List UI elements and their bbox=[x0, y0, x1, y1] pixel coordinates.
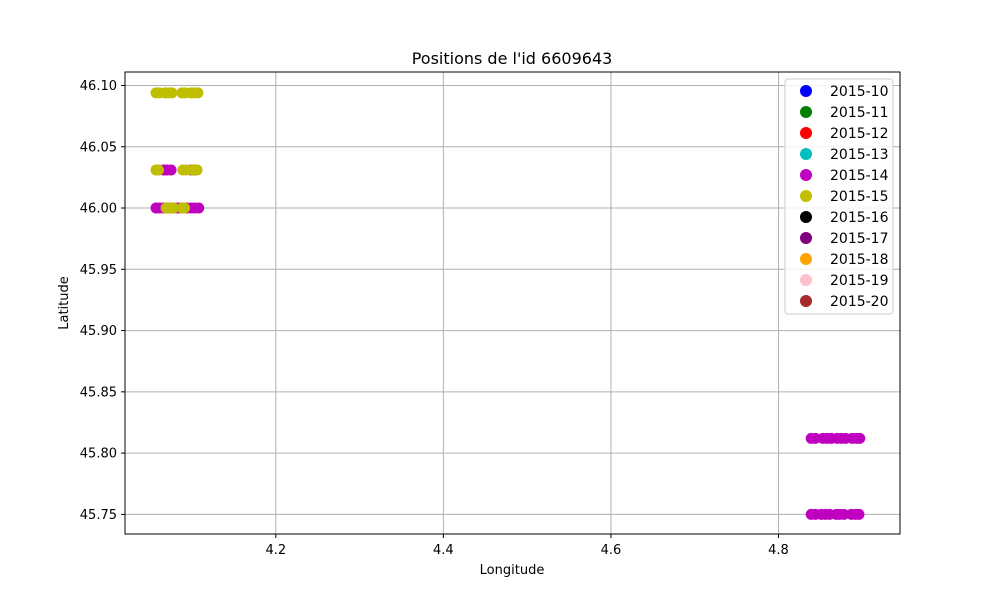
chart-title: Positions de l'id 6609643 bbox=[412, 49, 613, 68]
data-point-2015-15 bbox=[166, 87, 178, 99]
legend-label: 2015-18 bbox=[830, 252, 889, 268]
legend-marker bbox=[800, 85, 812, 97]
y-tick-label: 46.05 bbox=[80, 140, 117, 155]
legend-entry-2015-18: 2015-18 bbox=[800, 252, 889, 268]
x-tick-label: 4.8 bbox=[768, 543, 789, 558]
data-point-2015-15 bbox=[192, 87, 204, 99]
legend-entry-2015-19: 2015-19 bbox=[800, 273, 889, 289]
x-tick-label: 4.4 bbox=[433, 543, 454, 558]
legend-label: 2015-10 bbox=[830, 84, 889, 100]
data-point-2015-15 bbox=[178, 202, 190, 214]
y-tick-label: 46.00 bbox=[80, 202, 117, 217]
x-axis-label: Longitude bbox=[480, 563, 545, 578]
data-points bbox=[150, 87, 866, 520]
x-tick-label: 4.2 bbox=[265, 543, 286, 558]
legend-entry-2015-17: 2015-17 bbox=[800, 231, 889, 247]
legend-label: 2015-17 bbox=[830, 231, 889, 247]
legend-label: 2015-15 bbox=[830, 189, 889, 205]
legend-label: 2015-11 bbox=[830, 105, 889, 121]
legend-entry-2015-13: 2015-13 bbox=[800, 147, 889, 163]
legend-marker bbox=[800, 169, 812, 181]
legend-marker bbox=[800, 106, 812, 118]
legend-entry-2015-14: 2015-14 bbox=[800, 168, 889, 184]
data-point-2015-14 bbox=[193, 202, 205, 214]
legend-label: 2015-12 bbox=[830, 126, 889, 142]
legend-marker bbox=[800, 127, 812, 139]
y-tick-label: 45.90 bbox=[80, 324, 117, 339]
data-point-2015-15 bbox=[191, 164, 203, 176]
legend-label: 2015-16 bbox=[830, 210, 889, 226]
plot-frame bbox=[124, 71, 901, 535]
data-point-2015-14 bbox=[854, 432, 866, 444]
legend-entry-2015-16: 2015-16 bbox=[800, 210, 889, 226]
legend-label: 2015-14 bbox=[830, 168, 889, 184]
data-point-2015-14 bbox=[853, 508, 865, 520]
legend-marker bbox=[800, 295, 812, 307]
x-axis: 4.2 4.4 4.6 4.8 bbox=[265, 534, 789, 558]
data-point-2015-14 bbox=[165, 164, 177, 176]
legend-label: 2015-20 bbox=[830, 294, 889, 310]
y-axis: 45.75 45.80 45.85 45.90 45.95 46.00 46.05 46.10 bbox=[80, 79, 125, 523]
y-tick-label: 45.75 bbox=[80, 508, 117, 523]
y-tick-label: 46.10 bbox=[80, 79, 117, 94]
legend: 2015-10 2015-11 2015-12 2015-13 2015-14 2015-… bbox=[784, 78, 894, 315]
legend-marker bbox=[800, 274, 812, 286]
legend-marker bbox=[800, 253, 812, 265]
y-tick-label: 45.95 bbox=[80, 263, 117, 278]
legend-box bbox=[784, 78, 894, 315]
legend-entry-2015-12: 2015-12 bbox=[800, 126, 889, 142]
legend-entry-2015-15: 2015-15 bbox=[800, 189, 889, 205]
x-tick-label: 4.6 bbox=[601, 543, 622, 558]
legend-marker bbox=[800, 232, 812, 244]
data-point-2015-15 bbox=[153, 164, 165, 176]
data-point-2015-14 bbox=[838, 508, 850, 520]
legend-entry-2015-10: 2015-10 bbox=[800, 84, 889, 100]
data-point-2015-15 bbox=[168, 202, 180, 214]
data-point-2015-14 bbox=[809, 432, 821, 444]
y-tick-label: 45.80 bbox=[80, 447, 117, 462]
legend-label: 2015-19 bbox=[830, 273, 889, 289]
legend-marker bbox=[800, 190, 812, 202]
grid bbox=[125, 72, 900, 534]
y-axis-label: Latitude bbox=[57, 276, 72, 330]
legend-marker bbox=[800, 211, 812, 223]
legend-entry-2015-11: 2015-11 bbox=[800, 105, 889, 121]
legend-marker bbox=[800, 148, 812, 160]
y-tick-label: 45.85 bbox=[80, 385, 117, 400]
legend-label: 2015-13 bbox=[830, 147, 889, 163]
legend-entry-2015-20: 2015-20 bbox=[800, 294, 889, 310]
